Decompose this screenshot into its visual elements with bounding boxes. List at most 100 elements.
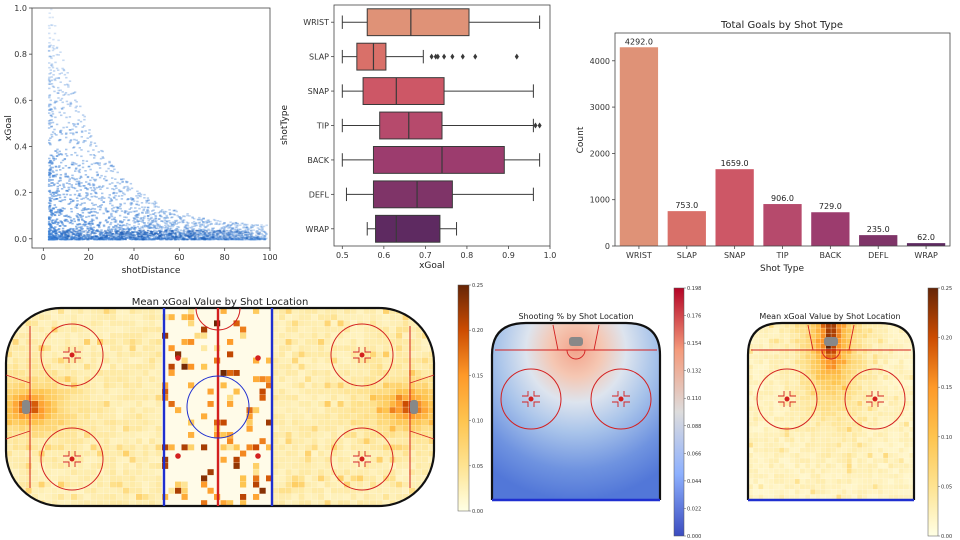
scatter-point — [238, 234, 241, 237]
rink-heat-cell — [337, 351, 344, 358]
rink-heat-cell — [298, 351, 305, 358]
scatter-point — [189, 237, 192, 239]
rink-heat-cell — [337, 308, 344, 314]
rink-heat-cell — [64, 438, 71, 445]
scatter-point — [59, 200, 63, 203]
scatter-point — [252, 237, 255, 239]
scatter-point — [53, 229, 57, 231]
scatter-point — [243, 230, 247, 233]
boxplot-ytick-label: TIP — [316, 122, 329, 131]
rink-heat-cell — [350, 456, 357, 463]
scatter-point — [249, 238, 253, 241]
scatter-point — [144, 237, 147, 239]
scatter-point — [262, 236, 265, 239]
scatter-point — [263, 231, 267, 234]
scatter-point — [199, 236, 203, 239]
scatter-point — [119, 228, 122, 231]
scatter-point — [68, 235, 71, 237]
box-body — [372, 146, 505, 174]
rink-heat-cell — [279, 494, 286, 500]
scatter-point — [59, 130, 62, 132]
rink-heat-cell — [155, 413, 162, 420]
scatter-point — [107, 237, 110, 239]
scatter-point — [232, 234, 235, 236]
scatter-point — [171, 223, 174, 225]
scatter-point — [139, 228, 142, 230]
rink-heat-cell — [103, 388, 110, 395]
scatter-point — [60, 238, 64, 240]
rink-heat-cell — [12, 388, 19, 395]
rink-heat-cell — [389, 314, 396, 321]
scatter-point — [64, 92, 68, 94]
scatter-point — [118, 238, 121, 241]
scatter-point — [165, 228, 168, 231]
scatter-point — [228, 237, 231, 240]
scatter-point — [240, 238, 243, 241]
scatter-point — [48, 191, 52, 193]
rink-heat-cell — [77, 469, 84, 476]
scatter-point — [75, 163, 78, 165]
scatter-point — [62, 59, 65, 62]
scatter-point — [195, 229, 198, 232]
scatter-point — [55, 150, 58, 152]
scatter-point — [127, 232, 130, 234]
rink-heat-cell — [279, 320, 286, 327]
scatter-point — [164, 236, 167, 238]
scatter-point — [149, 223, 152, 226]
scatter-point — [127, 228, 131, 230]
rink-heat-cell — [337, 357, 344, 364]
rink-heat-cell — [6, 481, 13, 488]
scatter-point — [211, 238, 215, 241]
scatter-point — [55, 155, 59, 157]
rink-heat-cell — [19, 345, 26, 352]
scatter-point — [107, 232, 111, 234]
scatter-point — [49, 108, 52, 110]
rink-heat-cell — [123, 332, 130, 339]
scatter-point — [61, 232, 65, 234]
rink-heat-cell — [97, 357, 104, 364]
rink-heat-cell — [409, 326, 416, 333]
scatter-point — [185, 238, 188, 241]
scatter-point — [50, 125, 53, 128]
rink-heat-cell — [149, 388, 156, 395]
scatter-point — [115, 238, 118, 241]
rink-heat-cell — [402, 376, 409, 383]
scatter-point — [48, 27, 51, 29]
scatter-point — [99, 238, 102, 241]
scatter-point — [74, 126, 78, 128]
rink-heat-cell — [305, 444, 312, 451]
scatter-point — [206, 234, 209, 236]
scatter-point — [260, 237, 263, 239]
rink-heat-cell — [129, 407, 136, 414]
rink-heat-cell — [363, 363, 370, 370]
rink-heat-cell — [331, 456, 338, 463]
rink-heat-cell — [428, 382, 434, 389]
rink-heat-cell — [311, 308, 318, 314]
scatter-point — [98, 185, 101, 188]
rink-heat-cell — [136, 308, 143, 314]
scatter-point — [192, 220, 196, 223]
rink-heat-cell — [155, 382, 162, 389]
scatter-point — [234, 232, 237, 235]
rink-heat-cell — [129, 487, 136, 494]
rink-hash-mark — [63, 451, 70, 457]
rink-heat-cell — [318, 475, 325, 482]
scatter-point — [188, 237, 191, 239]
scatter-point — [211, 235, 215, 238]
rink-heat-cell — [298, 500, 305, 506]
scatter-point — [155, 205, 158, 208]
scatter-point — [72, 92, 76, 94]
rink-heat-cell — [32, 456, 39, 463]
rink-heat-cell — [116, 332, 123, 339]
scatter-point — [144, 236, 148, 239]
box-flier — [435, 53, 440, 60]
scatter-point — [104, 236, 108, 238]
scatter-point — [86, 235, 90, 237]
rink-heat-cell — [311, 481, 318, 488]
rink-heat-cell — [12, 394, 19, 401]
scatter-point — [56, 185, 59, 188]
rink-heat-cell — [136, 314, 143, 321]
scatter-point — [180, 232, 184, 235]
rink-heat-cell — [149, 469, 156, 476]
scatter-point — [186, 233, 190, 236]
